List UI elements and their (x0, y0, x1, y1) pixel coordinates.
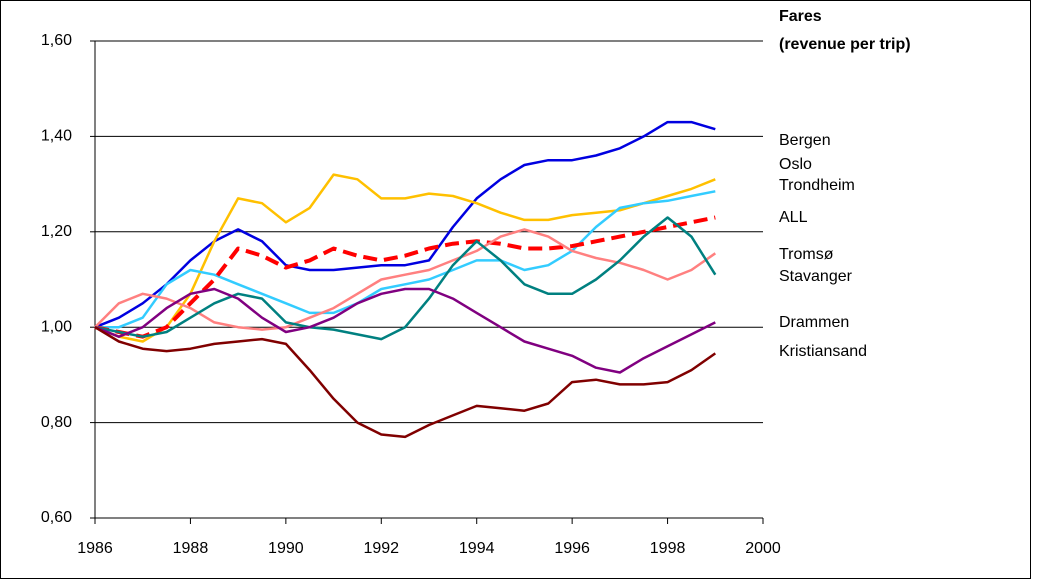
legend-label: Drammen (779, 314, 849, 331)
legend-label: Trondheim (779, 177, 855, 194)
legend-label: Bergen (779, 132, 831, 149)
series-line (95, 190, 716, 329)
legend-label: Kristiansand (779, 343, 867, 360)
series-line (94, 215, 716, 339)
x-tick-label: 2000 (745, 540, 781, 557)
series-line (94, 120, 716, 329)
x-tick-label: 1990 (268, 540, 304, 557)
chart-title: Fares (779, 8, 822, 25)
chart-subtitle: (revenue per trip) (779, 36, 911, 53)
y-tick-label: 0,80 (41, 414, 72, 431)
legend-label: Tromsø (779, 246, 834, 263)
x-tick-label: 1998 (650, 540, 686, 557)
x-tick-label: 1994 (459, 540, 495, 557)
legend-label: Stavanger (779, 268, 853, 285)
series-line (94, 173, 716, 343)
legend-label: Oslo (779, 156, 812, 173)
x-tick-label: 1988 (173, 540, 209, 557)
series-line (94, 326, 717, 439)
x-tick-label: 1996 (554, 540, 590, 557)
y-tick-label: 1,20 (41, 223, 72, 240)
x-tick-label: 1992 (363, 540, 399, 557)
series-line (94, 216, 717, 341)
y-tick-label: 0,60 (41, 509, 72, 526)
series-line (94, 287, 716, 374)
x-tick-label: 1986 (77, 540, 113, 557)
y-tick-label: 1,60 (41, 32, 72, 49)
y-tick-label: 1,00 (41, 318, 72, 335)
legend-label: ALL (779, 209, 808, 226)
y-tick-label: 1,40 (41, 128, 72, 145)
